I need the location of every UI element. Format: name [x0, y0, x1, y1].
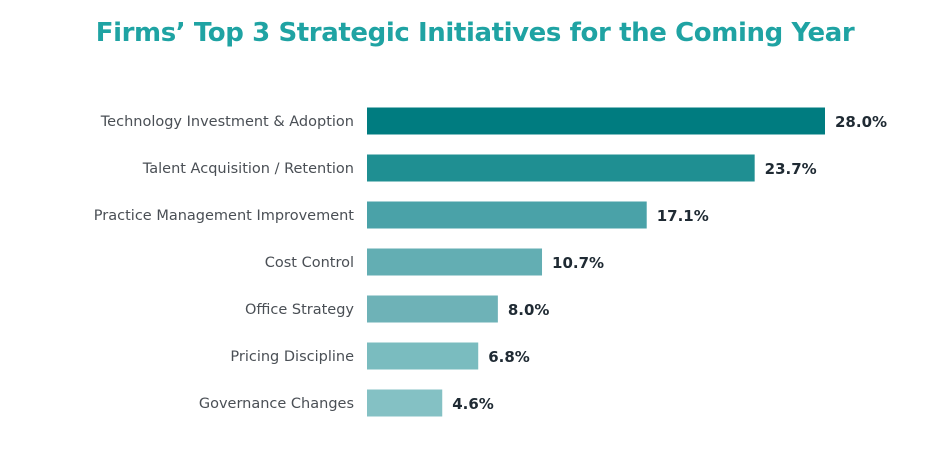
- value-label: 10.7%: [552, 254, 604, 272]
- value-label: 8.0%: [508, 301, 550, 319]
- bar: [367, 295, 498, 323]
- bar: [367, 154, 755, 182]
- value-label: 28.0%: [835, 113, 887, 131]
- chart-title: Firms’ Top 3 Strategic Initiatives for t…: [95, 18, 855, 48]
- value-label: 6.8%: [488, 348, 530, 366]
- category-label: Technology Investment & Adoption: [100, 114, 354, 130]
- category-label: Office Strategy: [245, 302, 354, 318]
- bar: [367, 389, 443, 417]
- category-label: Practice Management Improvement: [94, 208, 355, 224]
- value-label: 17.1%: [657, 207, 709, 225]
- category-label: Cost Control: [265, 255, 354, 271]
- value-label: 23.7%: [765, 160, 817, 178]
- category-label: Pricing Discipline: [230, 349, 354, 365]
- bar: [367, 342, 479, 370]
- category-label: Governance Changes: [199, 396, 354, 412]
- category-label: Talent Acquisition / Retention: [142, 161, 354, 177]
- bar: [367, 201, 647, 229]
- bar: [367, 107, 825, 135]
- bar: [367, 248, 543, 276]
- value-label: 4.6%: [452, 395, 494, 413]
